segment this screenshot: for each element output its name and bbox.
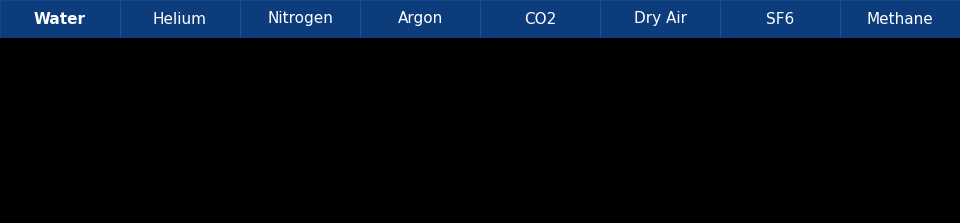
Text: Helium: Helium xyxy=(153,12,207,27)
Bar xyxy=(0,0,120,38)
Bar xyxy=(840,0,960,38)
Bar xyxy=(240,0,360,38)
Text: CO2: CO2 xyxy=(524,12,556,27)
Bar xyxy=(600,0,720,38)
Text: SF6: SF6 xyxy=(766,12,794,27)
Text: Water: Water xyxy=(34,12,86,27)
Text: Argon: Argon xyxy=(397,12,443,27)
Text: Methane: Methane xyxy=(867,12,933,27)
Text: Nitrogen: Nitrogen xyxy=(267,12,333,27)
Text: Dry Air: Dry Air xyxy=(634,12,686,27)
Bar xyxy=(480,0,600,38)
Bar xyxy=(0,38,960,223)
Bar xyxy=(120,0,240,38)
Bar xyxy=(720,0,840,38)
Bar xyxy=(360,0,480,38)
